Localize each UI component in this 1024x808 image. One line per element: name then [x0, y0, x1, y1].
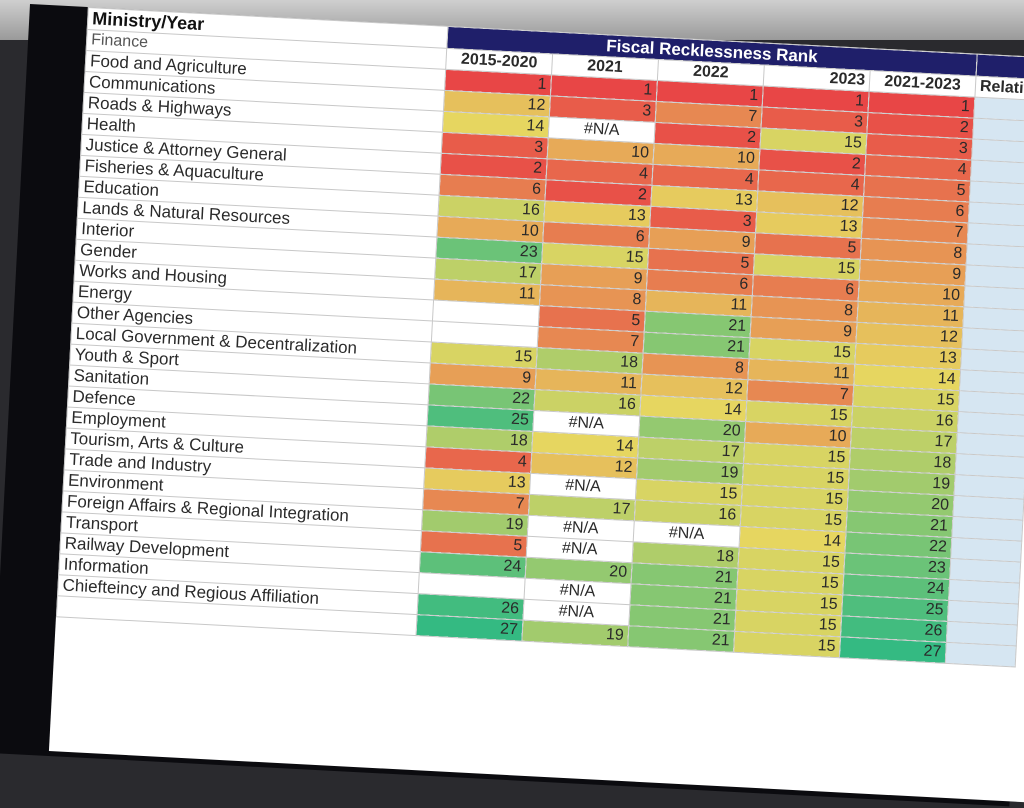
rank-cell[interactable]	[945, 642, 1017, 667]
rank-cell[interactable]: 27	[415, 614, 523, 642]
rank-cell[interactable]: 27	[839, 636, 947, 664]
monitor-screen: Ministry/Year Fiscal Recklessness Rank F…	[0, 4, 1024, 807]
spreadsheet: Ministry/Year Fiscal Recklessness Rank F…	[48, 7, 1024, 804]
rank-cell[interactable]: 21	[627, 625, 735, 653]
rank-table: Ministry/Year Fiscal Recklessness Rank F…	[56, 7, 1024, 667]
rank-cell[interactable]: 15	[733, 631, 841, 658]
rank-cell[interactable]: 19	[521, 620, 629, 647]
